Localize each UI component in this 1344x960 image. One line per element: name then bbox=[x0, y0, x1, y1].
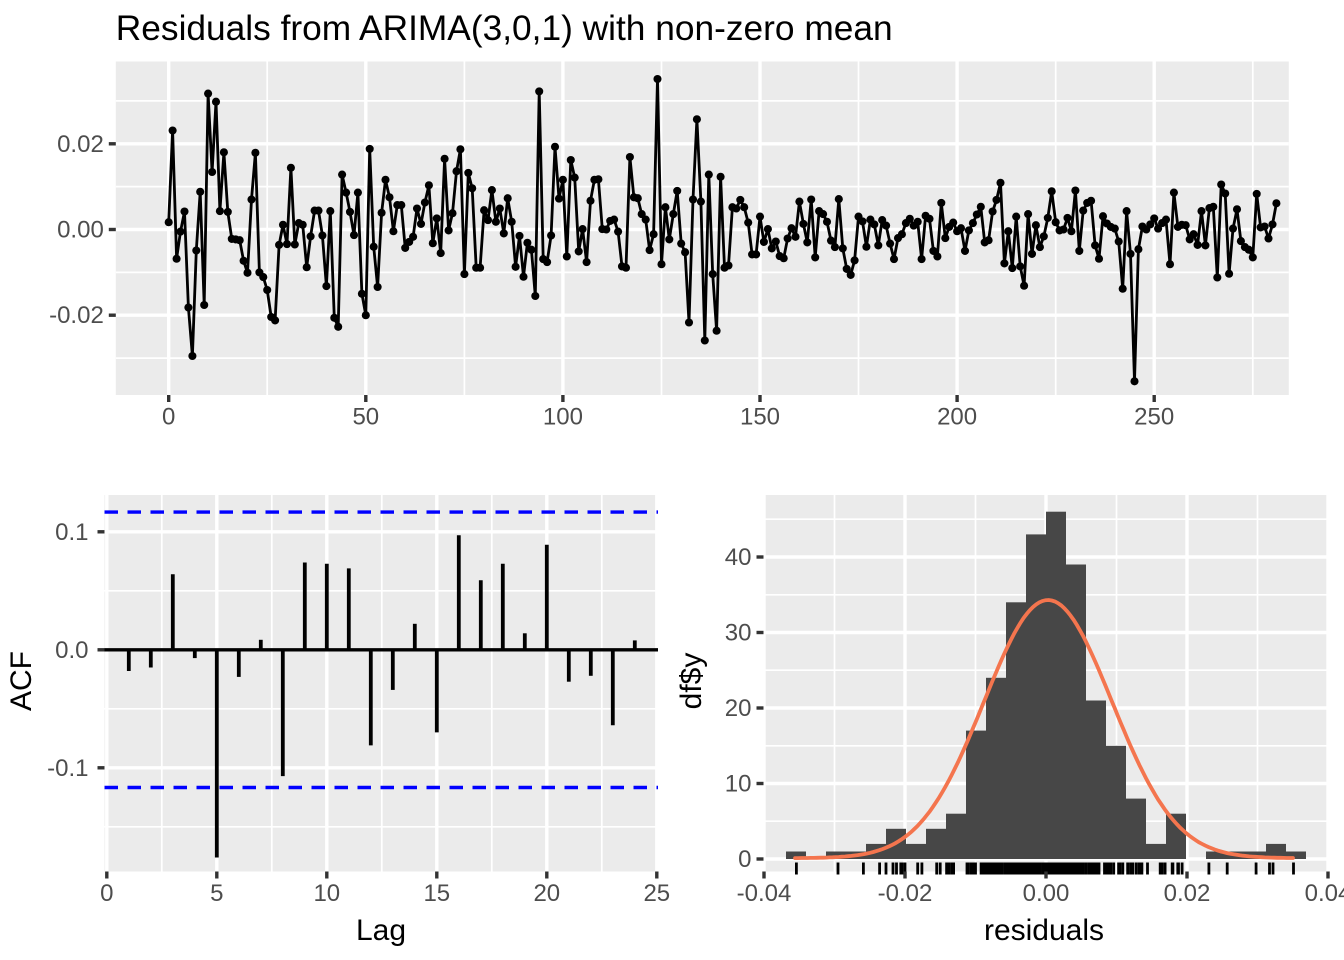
svg-text:100: 100 bbox=[543, 404, 583, 431]
svg-text:40: 40 bbox=[725, 544, 752, 571]
svg-text:0.00: 0.00 bbox=[1023, 880, 1070, 907]
svg-text:0: 0 bbox=[738, 846, 751, 873]
svg-text:-0.02: -0.02 bbox=[878, 880, 933, 907]
svg-text:0.00: 0.00 bbox=[57, 217, 104, 244]
svg-text:0: 0 bbox=[100, 880, 113, 907]
svg-text:50: 50 bbox=[352, 404, 379, 431]
svg-text:-0.04: -0.04 bbox=[737, 880, 792, 907]
svg-text:df$y: df$y bbox=[675, 653, 708, 710]
svg-text:0.04: 0.04 bbox=[1305, 880, 1344, 907]
svg-text:Lag: Lag bbox=[356, 914, 406, 947]
svg-text:15: 15 bbox=[423, 880, 450, 907]
svg-text:0.02: 0.02 bbox=[1164, 880, 1211, 907]
svg-text:20: 20 bbox=[533, 880, 560, 907]
svg-text:5: 5 bbox=[210, 880, 223, 907]
svg-text:10: 10 bbox=[725, 771, 752, 798]
svg-text:200: 200 bbox=[937, 404, 977, 431]
svg-text:ACF: ACF bbox=[5, 651, 38, 711]
svg-text:-0.1: -0.1 bbox=[47, 755, 88, 782]
svg-text:30: 30 bbox=[725, 620, 752, 647]
svg-text:residuals: residuals bbox=[984, 914, 1104, 947]
svg-text:150: 150 bbox=[740, 404, 780, 431]
svg-text:-0.02: -0.02 bbox=[49, 302, 104, 329]
svg-text:0.02: 0.02 bbox=[57, 131, 104, 158]
svg-text:0.1: 0.1 bbox=[55, 519, 88, 546]
svg-text:25: 25 bbox=[643, 880, 670, 907]
svg-text:250: 250 bbox=[1134, 404, 1174, 431]
svg-text:0.0: 0.0 bbox=[55, 637, 88, 664]
svg-text:10: 10 bbox=[313, 880, 340, 907]
svg-text:0: 0 bbox=[162, 404, 175, 431]
svg-text:20: 20 bbox=[725, 695, 752, 722]
svg-text:Residuals from ARIMA(3,0,1) wi: Residuals from ARIMA(3,0,1) with non-zer… bbox=[116, 9, 893, 48]
